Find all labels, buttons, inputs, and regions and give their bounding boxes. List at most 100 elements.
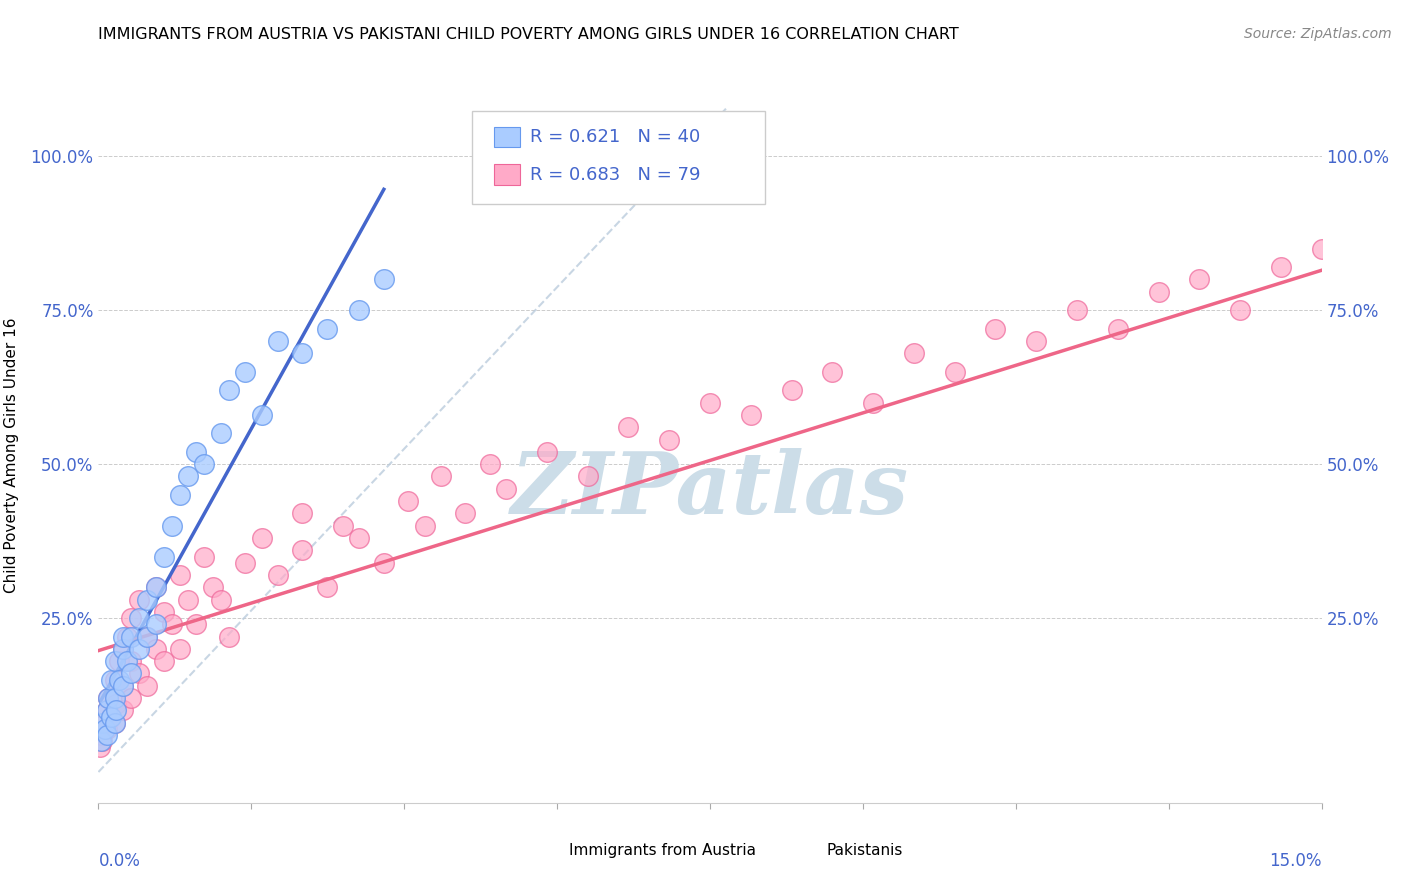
Point	[267, 568, 290, 582]
Point	[193, 549, 215, 564]
Point	[1310, 242, 1333, 256]
Point	[209, 426, 232, 441]
Point	[821, 365, 844, 379]
Point	[186, 617, 208, 632]
Point	[104, 654, 127, 668]
Point	[943, 365, 966, 379]
Point	[454, 507, 477, 521]
Point	[152, 605, 174, 619]
Point	[120, 611, 142, 625]
Point	[250, 408, 273, 422]
Point	[108, 673, 131, 687]
Point	[349, 303, 371, 318]
Point	[111, 703, 134, 717]
Point	[128, 611, 150, 625]
Point	[90, 734, 112, 748]
Point	[862, 395, 884, 409]
Point	[413, 518, 436, 533]
Point	[576, 469, 599, 483]
Point	[1270, 260, 1292, 274]
Point	[111, 641, 134, 656]
Point	[209, 592, 232, 607]
Point	[115, 630, 138, 644]
Point	[984, 321, 1007, 335]
Point	[1025, 334, 1047, 348]
Point	[291, 543, 314, 558]
Text: R = 0.683   N = 79: R = 0.683 N = 79	[530, 166, 700, 184]
Point	[111, 679, 134, 693]
Text: IMMIGRANTS FROM AUSTRIA VS PAKISTANI CHILD POVERTY AMONG GIRLS UNDER 16 CORRELAT: IMMIGRANTS FROM AUSTRIA VS PAKISTANI CHI…	[98, 27, 959, 42]
Point	[97, 691, 120, 706]
Point	[233, 556, 256, 570]
Point	[396, 494, 419, 508]
Point	[617, 420, 640, 434]
Point	[128, 592, 150, 607]
Point	[97, 691, 120, 706]
Point	[145, 580, 167, 594]
Point	[100, 673, 122, 687]
Point	[120, 654, 142, 668]
Point	[120, 691, 142, 706]
Text: 0.0%: 0.0%	[98, 852, 141, 870]
Point	[96, 728, 118, 742]
Point	[740, 408, 762, 422]
Point	[177, 592, 200, 607]
Point	[536, 445, 558, 459]
Text: R = 0.621   N = 40: R = 0.621 N = 40	[530, 128, 700, 146]
Point	[169, 568, 191, 582]
Point	[136, 592, 159, 607]
Point	[658, 433, 681, 447]
Point	[373, 556, 395, 570]
Point	[1229, 303, 1251, 318]
Point	[104, 715, 127, 730]
Point	[96, 703, 118, 717]
Point	[1147, 285, 1170, 299]
Point	[104, 691, 127, 706]
Point	[233, 365, 256, 379]
Point	[1188, 272, 1211, 286]
Point	[193, 457, 215, 471]
Point	[186, 445, 208, 459]
Point	[136, 630, 159, 644]
Point	[218, 630, 240, 644]
Point	[169, 641, 191, 656]
FancyBboxPatch shape	[494, 164, 520, 185]
Point	[90, 728, 112, 742]
Point	[120, 666, 142, 681]
Point	[128, 641, 150, 656]
Text: 15.0%: 15.0%	[1270, 852, 1322, 870]
Point	[315, 580, 337, 594]
Y-axis label: Child Poverty Among Girls Under 16: Child Poverty Among Girls Under 16	[4, 318, 20, 592]
Point	[120, 630, 142, 644]
Point	[145, 641, 167, 656]
Point	[91, 734, 114, 748]
Point	[89, 740, 111, 755]
Point	[100, 709, 122, 723]
Point	[152, 654, 174, 668]
Point	[111, 679, 134, 693]
Point	[903, 346, 925, 360]
Point	[128, 666, 150, 681]
Point	[1066, 303, 1088, 318]
Point	[250, 531, 273, 545]
Point	[108, 654, 131, 668]
Point	[267, 334, 290, 348]
Point	[1107, 321, 1129, 335]
Point	[100, 709, 122, 723]
Text: Source: ZipAtlas.com: Source: ZipAtlas.com	[1244, 27, 1392, 41]
FancyBboxPatch shape	[533, 841, 560, 858]
Point	[169, 488, 191, 502]
Point	[430, 469, 453, 483]
Text: Immigrants from Austria: Immigrants from Austria	[569, 843, 756, 857]
Point	[373, 272, 395, 286]
Point	[1351, 223, 1374, 237]
Point	[96, 703, 118, 717]
Point	[104, 715, 127, 730]
Point	[105, 698, 128, 712]
Point	[315, 321, 337, 335]
Point	[94, 722, 117, 736]
Text: ZIPatlas: ZIPatlas	[510, 448, 910, 532]
Point	[94, 715, 117, 730]
Point	[699, 395, 721, 409]
Point	[291, 346, 314, 360]
